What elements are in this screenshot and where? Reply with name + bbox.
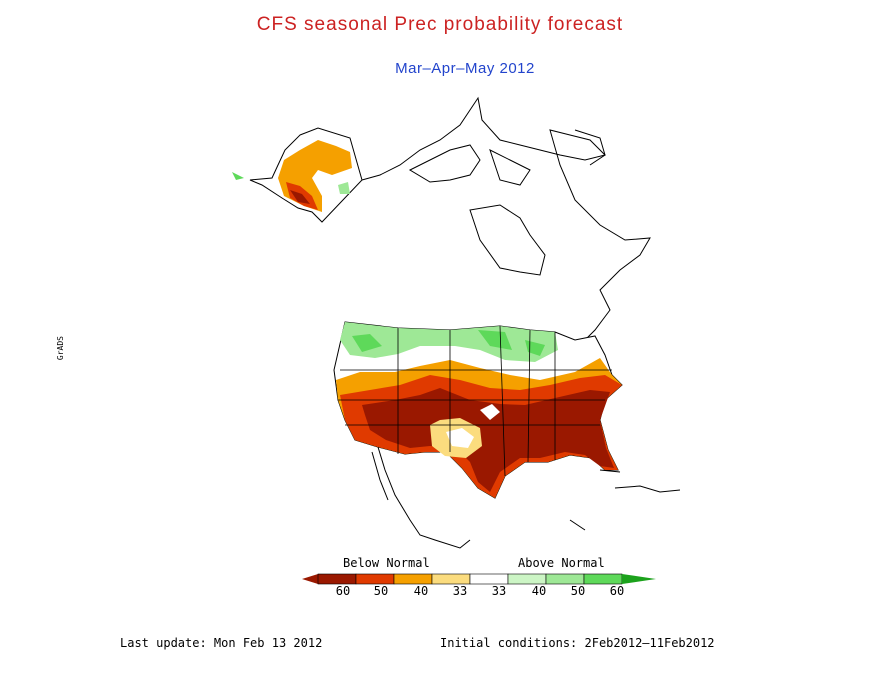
legend-tick: 60	[609, 584, 625, 598]
legend-tick: 50	[373, 584, 389, 598]
legend-tick: 50	[570, 584, 586, 598]
greenland-edge	[574, 129, 606, 166]
legend-arrow-left	[302, 574, 318, 584]
caribbean-islands	[569, 469, 681, 531]
canada-outline	[361, 96, 651, 341]
legend-box-bn40	[393, 573, 433, 585]
alaska-darkred	[290, 190, 310, 204]
alaska-region	[232, 127, 363, 223]
mexico-outline	[371, 446, 471, 549]
conus-green-north-dark	[352, 330, 545, 356]
legend-tick: 40	[413, 584, 429, 598]
arctic-islands	[408, 144, 531, 186]
legend-tick: 33	[452, 584, 468, 598]
legend-tick: 40	[531, 584, 547, 598]
map-title: CFS seasonal Prec probability forecast	[256, 14, 624, 35]
legend-box-an33	[507, 573, 547, 585]
conus-states	[338, 325, 612, 477]
hudson-bay	[469, 204, 546, 276]
last-update-text: Last update: Mon Feb 13 2012	[120, 636, 323, 650]
conus-region	[333, 321, 623, 499]
conus-white-hole-core	[446, 428, 474, 448]
legend-box-an50	[583, 573, 623, 585]
map-subtitle: Mar–Apr–May 2012	[395, 60, 535, 77]
legend-arrow-right	[622, 574, 656, 584]
conus-darkred-core	[362, 388, 614, 492]
legend-below-normal-label: Below Normal	[343, 556, 430, 570]
legend-box-bn33	[431, 573, 471, 585]
legend-box-neutral	[469, 573, 509, 585]
legend-tick: 60	[335, 584, 351, 598]
legend-box-bn50	[355, 573, 395, 585]
conus-white-east	[480, 404, 500, 420]
legend-above-normal-label: Above Normal	[518, 556, 605, 570]
legend-box-bn60	[317, 573, 357, 585]
aleutian-green	[232, 172, 244, 180]
legend-tick: 33	[491, 584, 507, 598]
initial-conditions-text: Initial conditions: 2Feb2012–11Feb2012	[440, 636, 715, 650]
legend-box-an40	[545, 573, 585, 585]
legend-bar	[302, 573, 656, 585]
alaska-green	[338, 182, 350, 194]
